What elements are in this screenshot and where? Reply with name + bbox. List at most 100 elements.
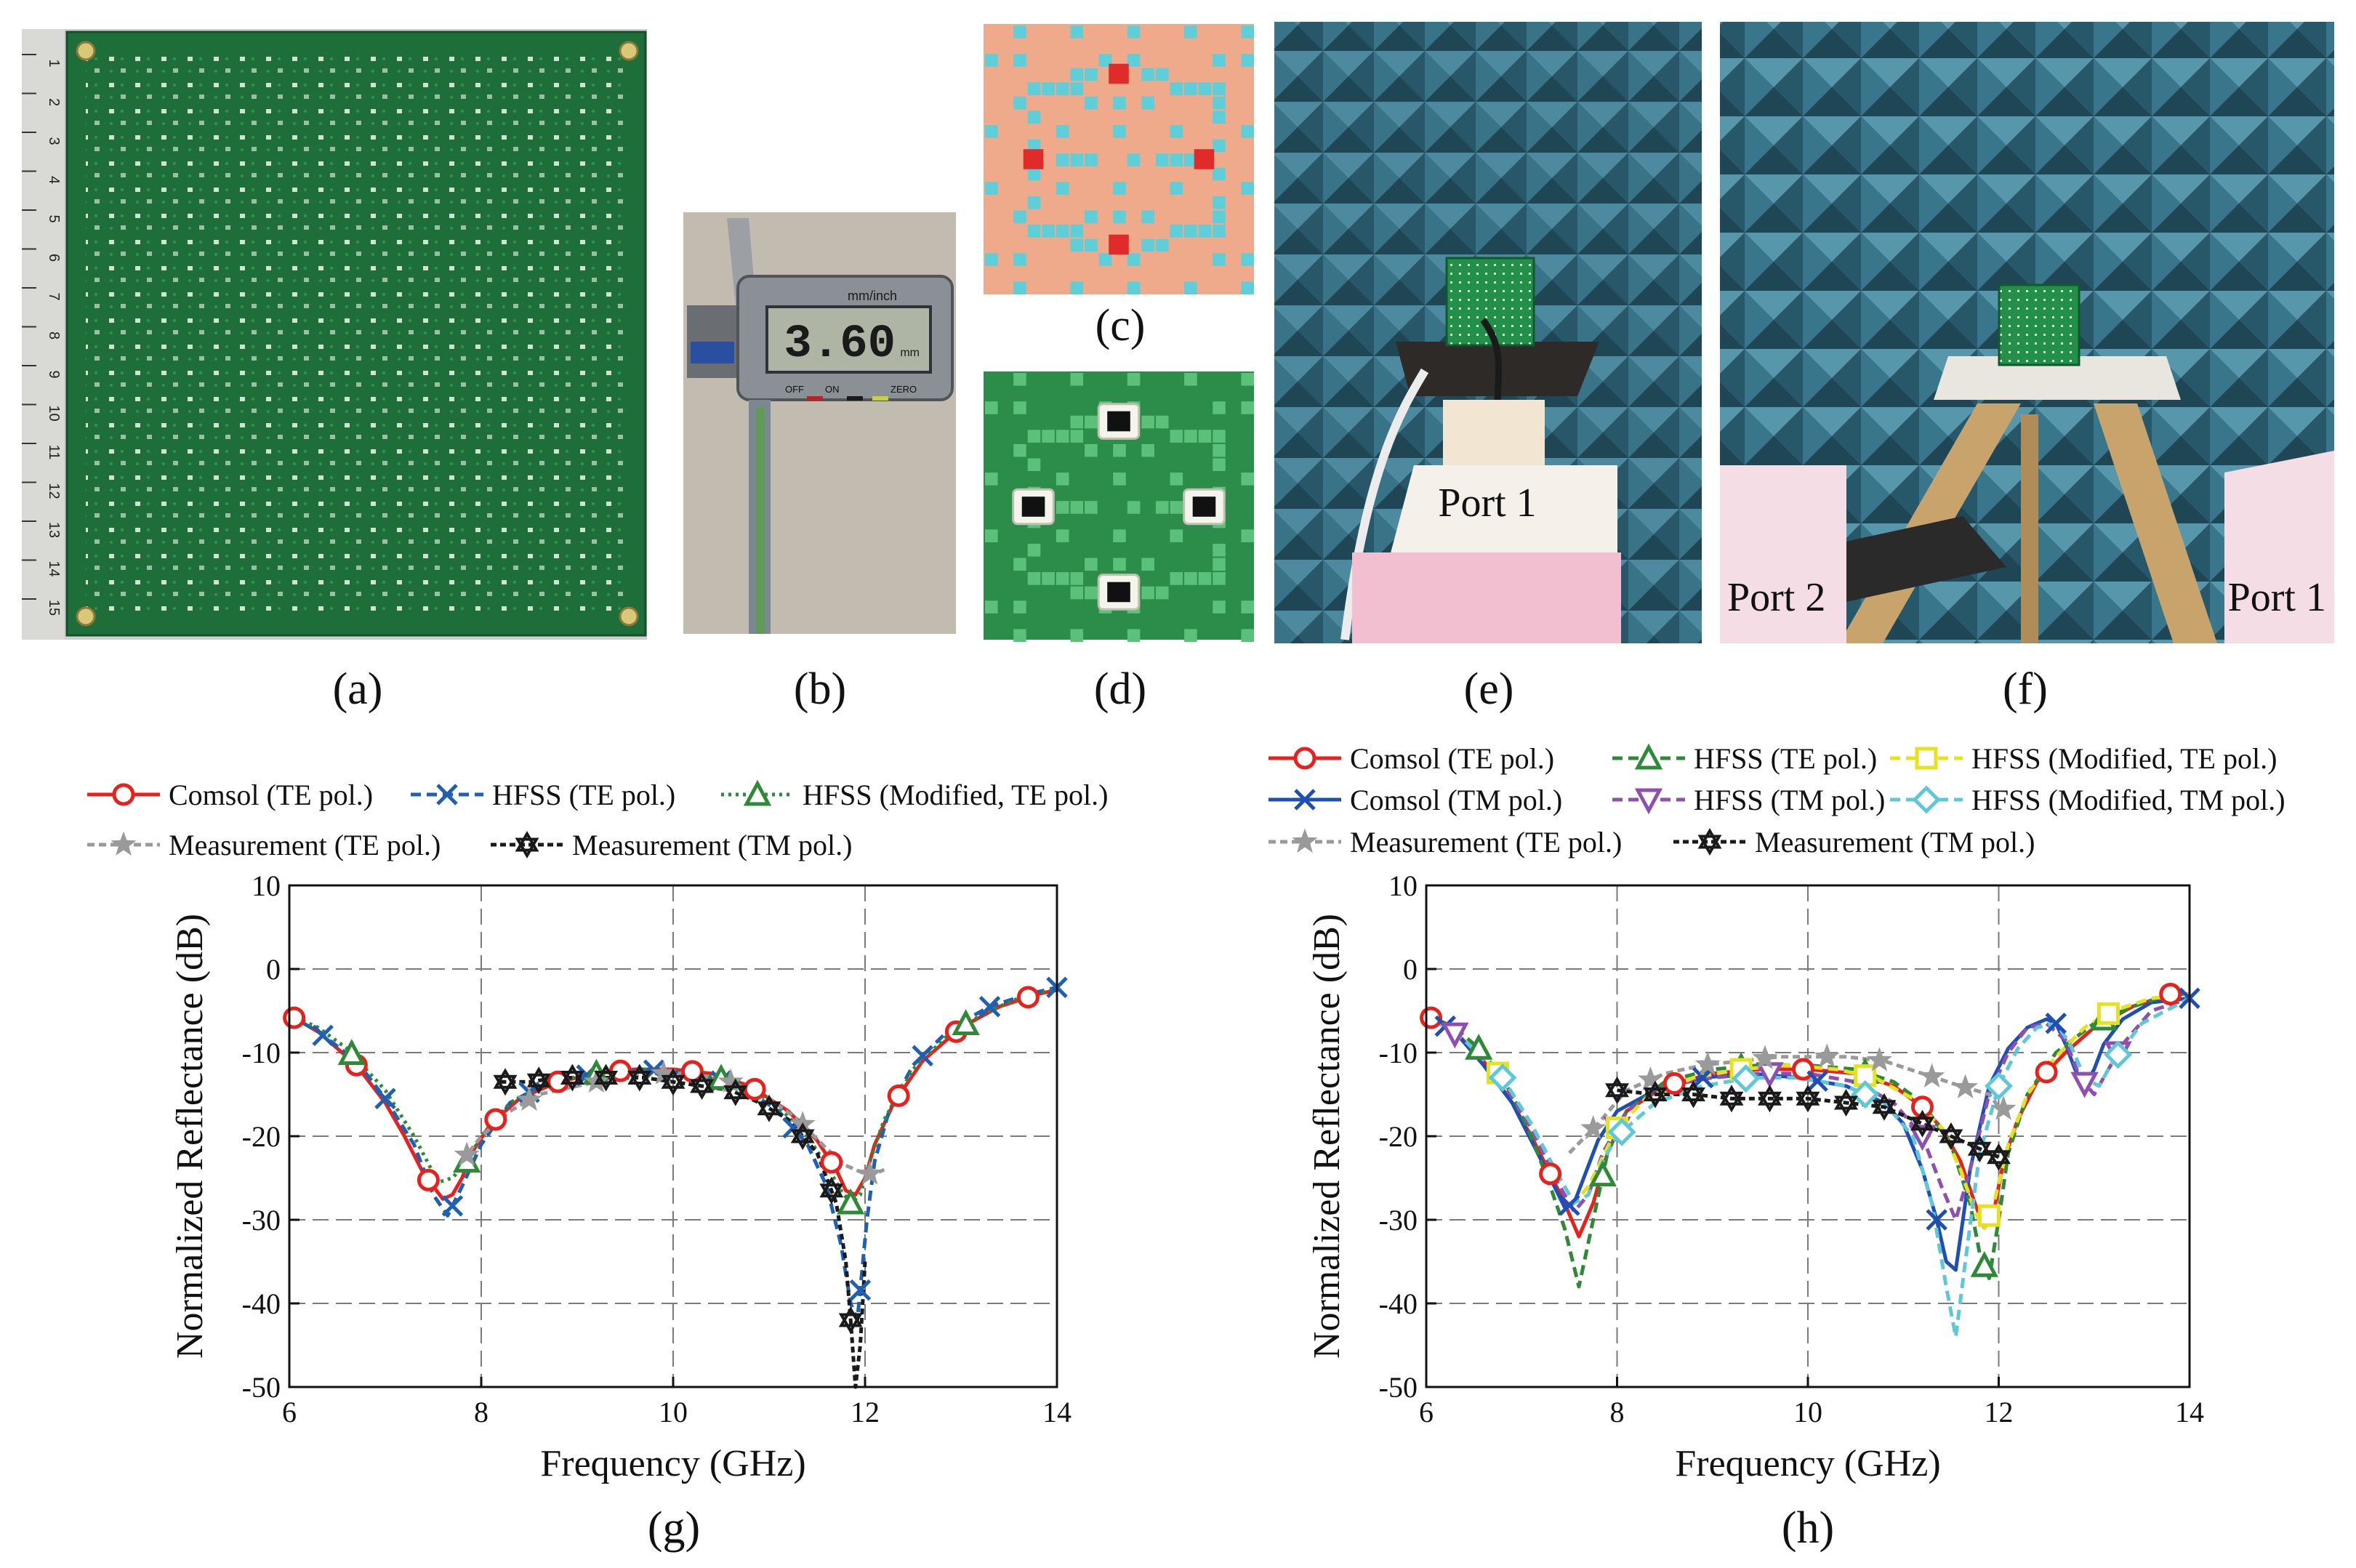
metal-patch	[1113, 558, 1126, 571]
metal-patch	[1056, 182, 1069, 195]
metal-patch	[1027, 430, 1041, 443]
sample-board	[1998, 284, 2080, 366]
data-marker	[2096, 1002, 2120, 1025]
data-marker	[1663, 1072, 1686, 1095]
metal-patch	[1155, 68, 1169, 81]
lumped-element	[1109, 234, 1129, 255]
marker-part	[661, 1068, 686, 1089]
metal-patch	[1184, 430, 1197, 443]
data-marker	[1692, 1066, 1714, 1089]
metal-patch	[1213, 225, 1226, 238]
metal-patch	[1113, 125, 1126, 138]
metal-patch	[985, 182, 998, 195]
legend-item: HFSS (TM pol.)	[1612, 784, 1885, 816]
data-marker	[1465, 1033, 1493, 1060]
port-label-f-right: Port 1	[2228, 575, 2326, 620]
data-marker	[661, 1068, 686, 1096]
caliper-unit: mm	[900, 347, 920, 359]
data-marker	[1634, 788, 1663, 815]
metal-patch	[1013, 600, 1026, 614]
marker-part	[594, 1064, 619, 1085]
metal-patch	[985, 401, 998, 414]
data-marker	[1441, 1022, 1469, 1049]
metal-patch	[1198, 225, 1212, 238]
metal-patch	[1155, 586, 1169, 600]
metal-patch	[1213, 253, 1226, 266]
y-tick-label: 0	[1403, 953, 1418, 986]
marker-part	[690, 1079, 715, 1100]
metal-patch	[1141, 96, 1154, 110]
legend-label: Comsol (TM pol.)	[1350, 784, 1562, 816]
metal-patch	[1056, 125, 1069, 138]
metal-patch	[1113, 529, 1126, 542]
data-marker	[820, 1151, 843, 1174]
metal-patch	[1113, 443, 1126, 457]
data-marker	[1806, 1070, 1828, 1092]
y-tick-label: -30	[242, 1204, 281, 1237]
metal-patch	[1070, 415, 1084, 429]
metal-patch	[1042, 225, 1055, 238]
metal-patch	[1241, 125, 1254, 138]
data-marker	[441, 1195, 464, 1217]
legend-item: HFSS (Modified, TE pol.)	[1890, 742, 2277, 775]
data-marker	[1292, 828, 1318, 853]
legend-label: Measurement (TM pol.)	[1755, 826, 2035, 859]
legend: Comsol (TE pol.) HFSS (TE pol.) HFSS (Modi…	[1269, 742, 2285, 859]
component-body	[1021, 496, 1045, 517]
data-marker	[1758, 1085, 1782, 1113]
metal-patch	[1013, 558, 1026, 571]
legend-label: Comsol (TE pol.)	[169, 779, 373, 811]
marker-part	[560, 1064, 584, 1085]
panel-label-b: (b)	[794, 664, 846, 714]
y-axis-label: Normalized Reflectance (dB)	[169, 914, 211, 1359]
data-marker	[690, 1072, 715, 1100]
data-marker	[1970, 1250, 1998, 1277]
metal-patch	[1085, 501, 1098, 514]
legend-label: HFSS (Modified, TE pol.)	[803, 779, 1108, 811]
data-marker	[757, 1094, 781, 1122]
data-marker	[2159, 983, 2182, 1005]
metal-patch	[1141, 68, 1154, 81]
metal-patch	[1070, 68, 1084, 81]
y-axis-label: Normalized Reflectance (dB)	[1306, 914, 1348, 1359]
metal-patch	[1213, 543, 1226, 557]
marker-part	[1681, 1087, 1705, 1109]
data-marker	[1539, 1162, 1562, 1186]
marker-part	[690, 1072, 715, 1093]
caliper-off-label: OFF	[785, 384, 804, 395]
metal-patch	[1241, 529, 1254, 542]
unit-cell-schematic	[984, 24, 1254, 294]
data-marker	[516, 1086, 542, 1111]
marker-part	[1834, 1095, 1858, 1117]
grid	[1426, 885, 2190, 1387]
metal-patch	[1013, 25, 1026, 39]
marker-part	[1796, 1091, 1820, 1113]
caliper-brand: mm/inch	[848, 289, 897, 303]
caliper-reading: 3.60	[784, 318, 896, 371]
marker-part	[757, 1101, 781, 1122]
ruler	[22, 29, 64, 640]
ruler-tick-label: 5	[46, 214, 62, 222]
data-marker	[743, 779, 772, 806]
ruler-tick-label: 14	[46, 560, 62, 576]
metal-patch	[1070, 153, 1084, 166]
y-tick-label: -30	[1379, 1204, 1418, 1237]
chart-g: 6 8 10 12 14 10 0 -10 -20 -30 -40 -50 Frequency (GHz…	[87, 779, 1108, 1484]
legend-label: HFSS (Modified, TM pol.)	[1971, 784, 2285, 816]
cable	[1480, 318, 1503, 408]
x-tick-label: 14	[1042, 1396, 1072, 1428]
marker-part	[526, 1066, 551, 1087]
marker-part	[627, 1071, 652, 1092]
metal-patch	[1085, 96, 1098, 110]
legend-label: HFSS (TE pol.)	[1694, 742, 1877, 775]
metal-patch	[1141, 558, 1154, 571]
marker-part	[1719, 1085, 1744, 1106]
legend-label: Measurement (TE pol.)	[169, 829, 441, 861]
panel-label-g: (g)	[648, 1503, 700, 1553]
metal-patch	[1213, 110, 1226, 124]
legend-item: Measurement (TE pol.)	[1269, 826, 1622, 859]
metal-patch	[1170, 182, 1183, 195]
metal-patch	[1213, 430, 1226, 443]
ruler-tick-label: 4	[46, 176, 62, 184]
